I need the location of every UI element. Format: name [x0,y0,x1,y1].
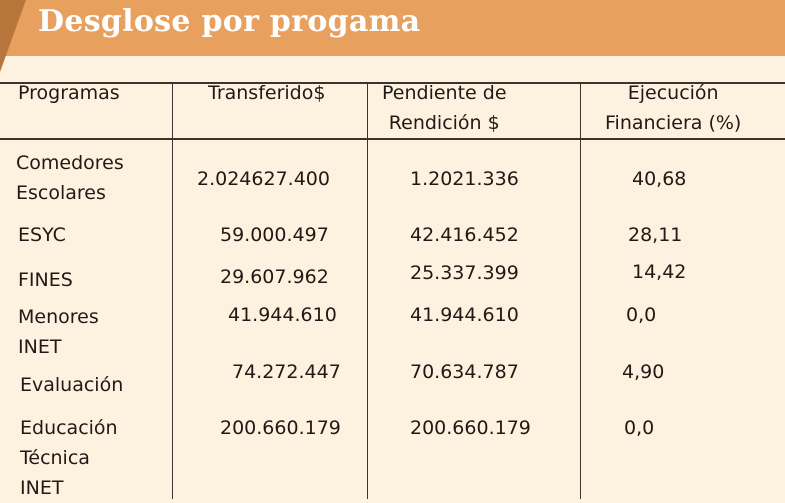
cell-pendiente: 200.660.179 [410,417,531,439]
cell-transferido: 41.944.610 [228,304,337,326]
cell-pendiente: 70.634.787 [410,361,519,383]
cell-ejecucion: 0,0 [626,304,657,326]
column-header-ejecucion: Ejecución Financiera (%) [605,82,742,134]
cell-pendiente: 42.416.452 [410,224,519,246]
cell-pendiente: 1.2021.336 [410,168,519,190]
cell-transferido: 74.272.447 [232,361,341,383]
column-header-pendiente: Pendiente de Rendición $ [382,82,507,134]
page-title: Desglose por progama [38,4,421,39]
cell-ejecucion: 40,68 [632,168,687,190]
cell-transferido: 200.660.179 [220,417,341,439]
cell-programa: FINES [18,269,73,291]
cell-pendiente: 25.337.399 [410,262,519,284]
column-header-transferido: Transferido$ [208,82,326,104]
cell-programa: Evaluación [20,374,124,396]
column-divider [580,82,581,499]
cell-ejecucion: 4,90 [622,361,665,383]
cell-transferido: 29.607.962 [220,266,329,288]
title-banner [0,0,785,56]
banner-fold [0,0,26,72]
cell-programa: Comedores Escolares [16,152,124,204]
cell-ejecucion: 28,11 [628,224,683,246]
header-top-rule [0,82,785,84]
cell-programa: Educación Técnica INET [20,417,118,499]
cell-ejecucion: 14,42 [632,261,687,283]
cell-pendiente: 41.944.610 [410,304,519,326]
cell-transferido: 2.024627.400 [197,168,330,190]
cell-programa: ESYC [18,224,66,246]
cell-programa: Menores INET [18,306,99,358]
cell-ejecucion: 0,0 [624,417,655,439]
column-divider [172,82,173,499]
header-bottom-rule [0,138,785,140]
cell-transferido: 59.000.497 [220,224,329,246]
column-divider [367,82,368,499]
column-header-programas: Programas [18,82,120,104]
